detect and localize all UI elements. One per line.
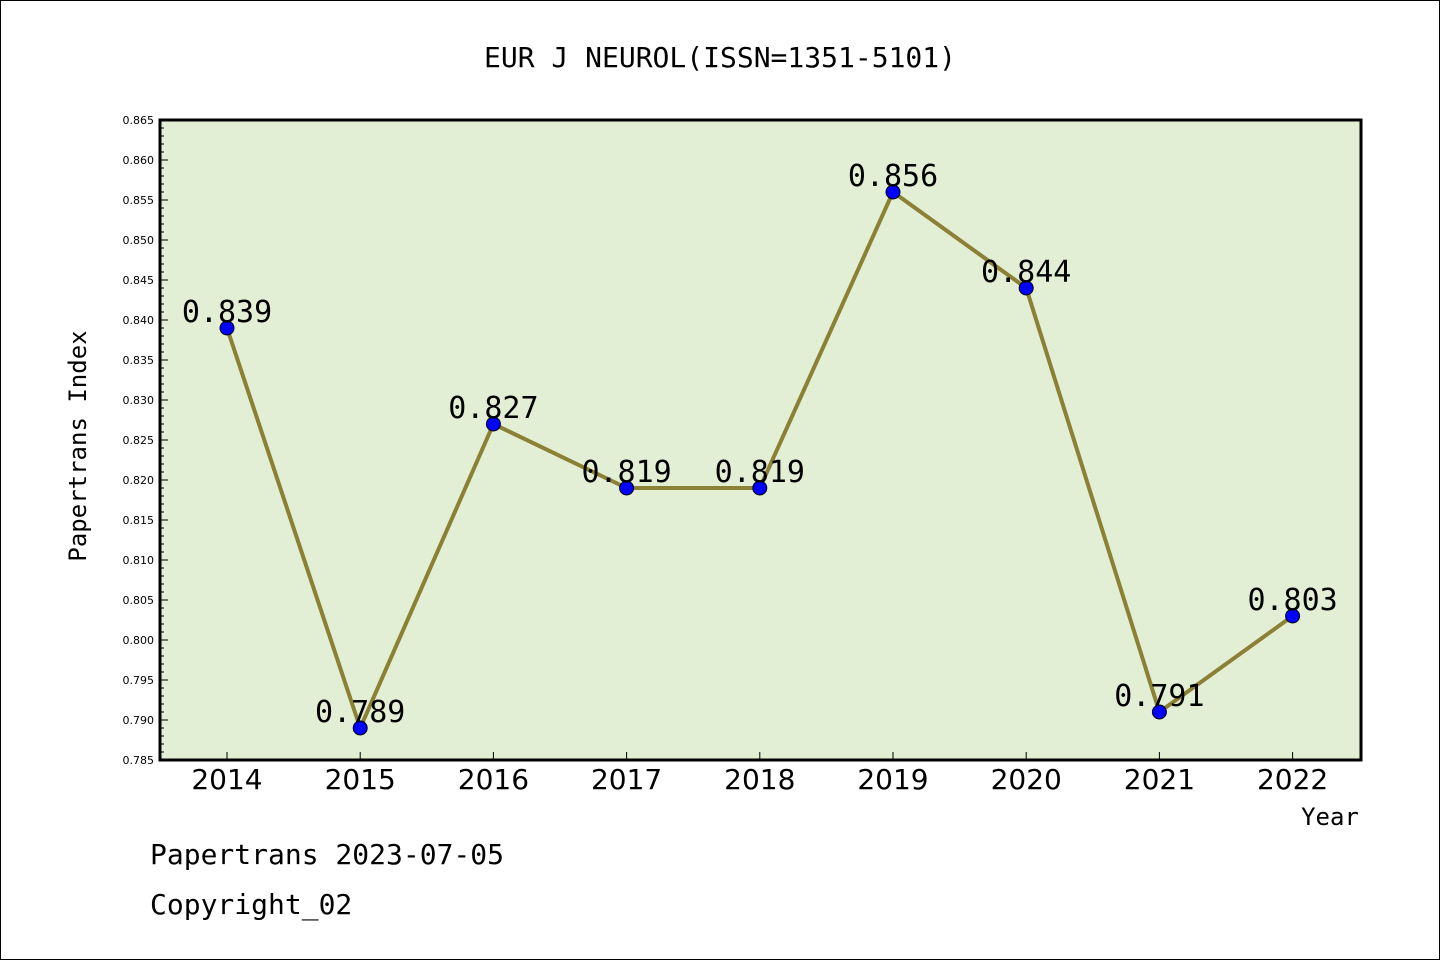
x-tick-label: 2014: [191, 763, 262, 796]
y-tick-label: 0.785: [123, 754, 155, 767]
data-point-2018: [752, 480, 768, 496]
y-tick-label: 0.855: [123, 194, 155, 207]
y-tick-label: 0.835: [123, 354, 155, 367]
y-tick-label: 0.865: [123, 114, 155, 127]
y-tick-label: 0.805: [123, 594, 155, 607]
plot-area: [158, 118, 1363, 762]
y-tick-label: 0.800: [123, 634, 155, 647]
data-label-2014: 0.839: [182, 295, 272, 330]
x-tick-label: 2021: [1124, 763, 1195, 796]
y-tick-label: 0.840: [123, 314, 155, 327]
x-tick-label: 2017: [591, 763, 662, 796]
y-tick-label: 0.810: [123, 554, 155, 567]
y-tick-label: 0.860: [123, 154, 155, 167]
data-label-2015: 0.789: [315, 695, 405, 730]
footer-date: Papertrans 2023-07-05: [150, 838, 504, 871]
x-tick-label: 2020: [991, 763, 1062, 796]
data-point-2016: [485, 416, 501, 432]
data-point-2022: [1285, 608, 1301, 624]
chart-title: EUR J NEUROL(ISSN=1351-5101): [484, 41, 956, 74]
data-point-2017: [619, 480, 635, 496]
y-tick-label: 0.850: [123, 234, 155, 247]
y-axis: 0.785 0.790 0.795 0.800 0.805 0.810 0.815 0.820…: [123, 114, 168, 767]
y-tick-label: 0.815: [123, 514, 155, 527]
x-axis-label: Year: [1301, 803, 1359, 831]
data-label-2019: 0.856: [848, 159, 938, 194]
data-label-2022: 0.803: [1247, 583, 1337, 618]
y-tick-label: 0.830: [123, 394, 155, 407]
data-point-2021: [1151, 704, 1167, 720]
series-line-group: [219, 184, 1301, 736]
data-label-2018: 0.819: [715, 455, 805, 490]
data-point-2014: [219, 320, 235, 336]
data-label-2017: 0.819: [581, 455, 671, 490]
data-label-2016: 0.827: [448, 391, 538, 426]
y-tick-label: 0.845: [123, 274, 155, 287]
data-labels-group: 0.839 0.789 0.827 0.819 0.819 0.856 0.844 0.791…: [182, 159, 1338, 730]
data-label-2021: 0.791: [1114, 679, 1204, 714]
y-tick-label: 0.790: [123, 714, 155, 727]
x-tick-label: 2018: [724, 763, 795, 796]
data-label-2020: 0.844: [981, 255, 1071, 290]
y-axis-label: Papertrans Index: [64, 330, 92, 561]
y-tick-label: 0.795: [123, 674, 155, 687]
data-point-2015: [352, 720, 368, 736]
data-point-2020: [1018, 280, 1034, 296]
y-tick-label: 0.825: [123, 434, 155, 447]
x-tick-label: 2019: [857, 763, 928, 796]
x-tick-label: 2015: [325, 763, 396, 796]
x-tick-label: 2016: [458, 763, 529, 796]
x-axis: 2014 2015 2016 2017 2018 2019 2020 2021 2022: [191, 752, 1328, 796]
x-tick-label: 2022: [1257, 763, 1328, 796]
footer-copyright: Copyright_02: [150, 888, 352, 922]
y-tick-label: 0.820: [123, 474, 155, 487]
data-point-2019: [885, 184, 901, 200]
